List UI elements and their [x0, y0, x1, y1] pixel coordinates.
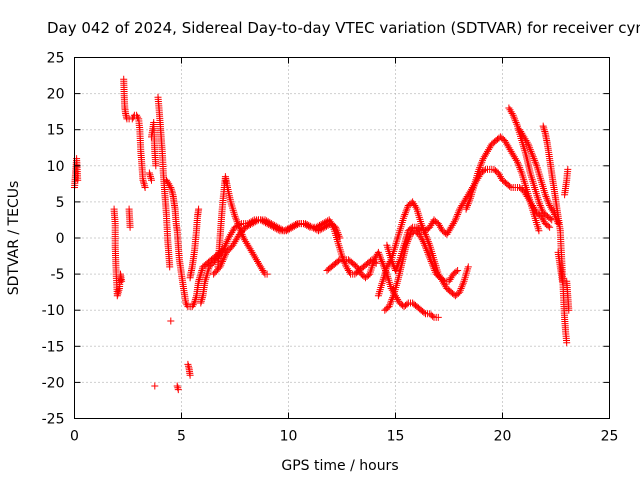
y-tick-label: 0	[56, 231, 65, 247]
y-tick-label: 20	[47, 87, 65, 103]
point-markers	[154, 93, 174, 271]
x-axis-label: GPS time / hours	[281, 458, 398, 474]
point-markers	[71, 155, 82, 191]
point-markers	[214, 173, 271, 278]
data-points	[71, 75, 573, 394]
series-t7	[154, 93, 174, 271]
point-markers	[554, 248, 566, 285]
series-t6	[148, 119, 160, 170]
point-markers	[128, 111, 149, 191]
series-t4	[128, 111, 149, 191]
point-markers	[184, 360, 194, 379]
y-tick-label: 5	[56, 195, 65, 211]
x-tick-label: 15	[387, 429, 405, 445]
grid-layer	[74, 57, 610, 419]
y-tick-label: -5	[51, 267, 65, 283]
series-t10	[173, 382, 182, 394]
series-t5	[145, 169, 155, 184]
x-tick-label: 5	[177, 429, 186, 445]
y-tick-label: -20	[42, 375, 65, 391]
x-tick-label: 0	[70, 429, 79, 445]
series-t1	[71, 155, 82, 191]
point-markers	[186, 205, 203, 282]
series-t12	[186, 205, 203, 282]
point-markers	[561, 165, 572, 199]
point-markers	[120, 75, 133, 123]
series-t23	[539, 122, 571, 347]
series-t9b	[167, 317, 175, 325]
point-markers	[383, 165, 554, 274]
series-t25	[563, 277, 573, 314]
point-markers	[110, 205, 126, 300]
series-t20	[462, 133, 543, 235]
y-tick-label: 10	[47, 159, 65, 175]
chart-title: Day 042 of 2024, Sidereal Day-to-day VTE…	[47, 19, 640, 37]
series-t8	[151, 382, 159, 390]
series-t15	[214, 173, 271, 278]
point-markers	[125, 205, 134, 231]
y-axis-label: SDTVAR / TECUs	[6, 181, 22, 296]
y-tick-label: -15	[42, 339, 65, 355]
y-tick-label: 25	[47, 51, 65, 67]
y-tick-label: 15	[47, 123, 65, 139]
series-t11	[184, 360, 194, 379]
series-t24	[554, 248, 566, 285]
x-tick-label: 10	[280, 429, 298, 445]
series-t19	[383, 165, 554, 274]
series-t3b	[125, 205, 134, 231]
y-tick-label: -25	[42, 412, 65, 428]
series-t2	[110, 205, 126, 300]
y-tick-label: -10	[42, 303, 65, 319]
point-markers	[145, 169, 155, 184]
point-markers	[151, 382, 159, 390]
axis-layer: 0 5 10 15 20 25 -25 -20 -15 -10 -5 0 5 10 15 20 25	[42, 51, 619, 445]
series-t9	[163, 176, 228, 311]
point-markers	[148, 119, 160, 170]
series-t26	[561, 165, 572, 199]
point-markers	[462, 133, 543, 235]
point-markers	[173, 382, 182, 394]
point-markers	[167, 317, 175, 325]
series-t3	[120, 75, 133, 123]
point-markers	[539, 122, 571, 347]
point-markers	[163, 176, 228, 311]
x-tick-label: 25	[601, 429, 619, 445]
point-markers	[563, 277, 573, 314]
x-tick-label: 20	[494, 429, 512, 445]
